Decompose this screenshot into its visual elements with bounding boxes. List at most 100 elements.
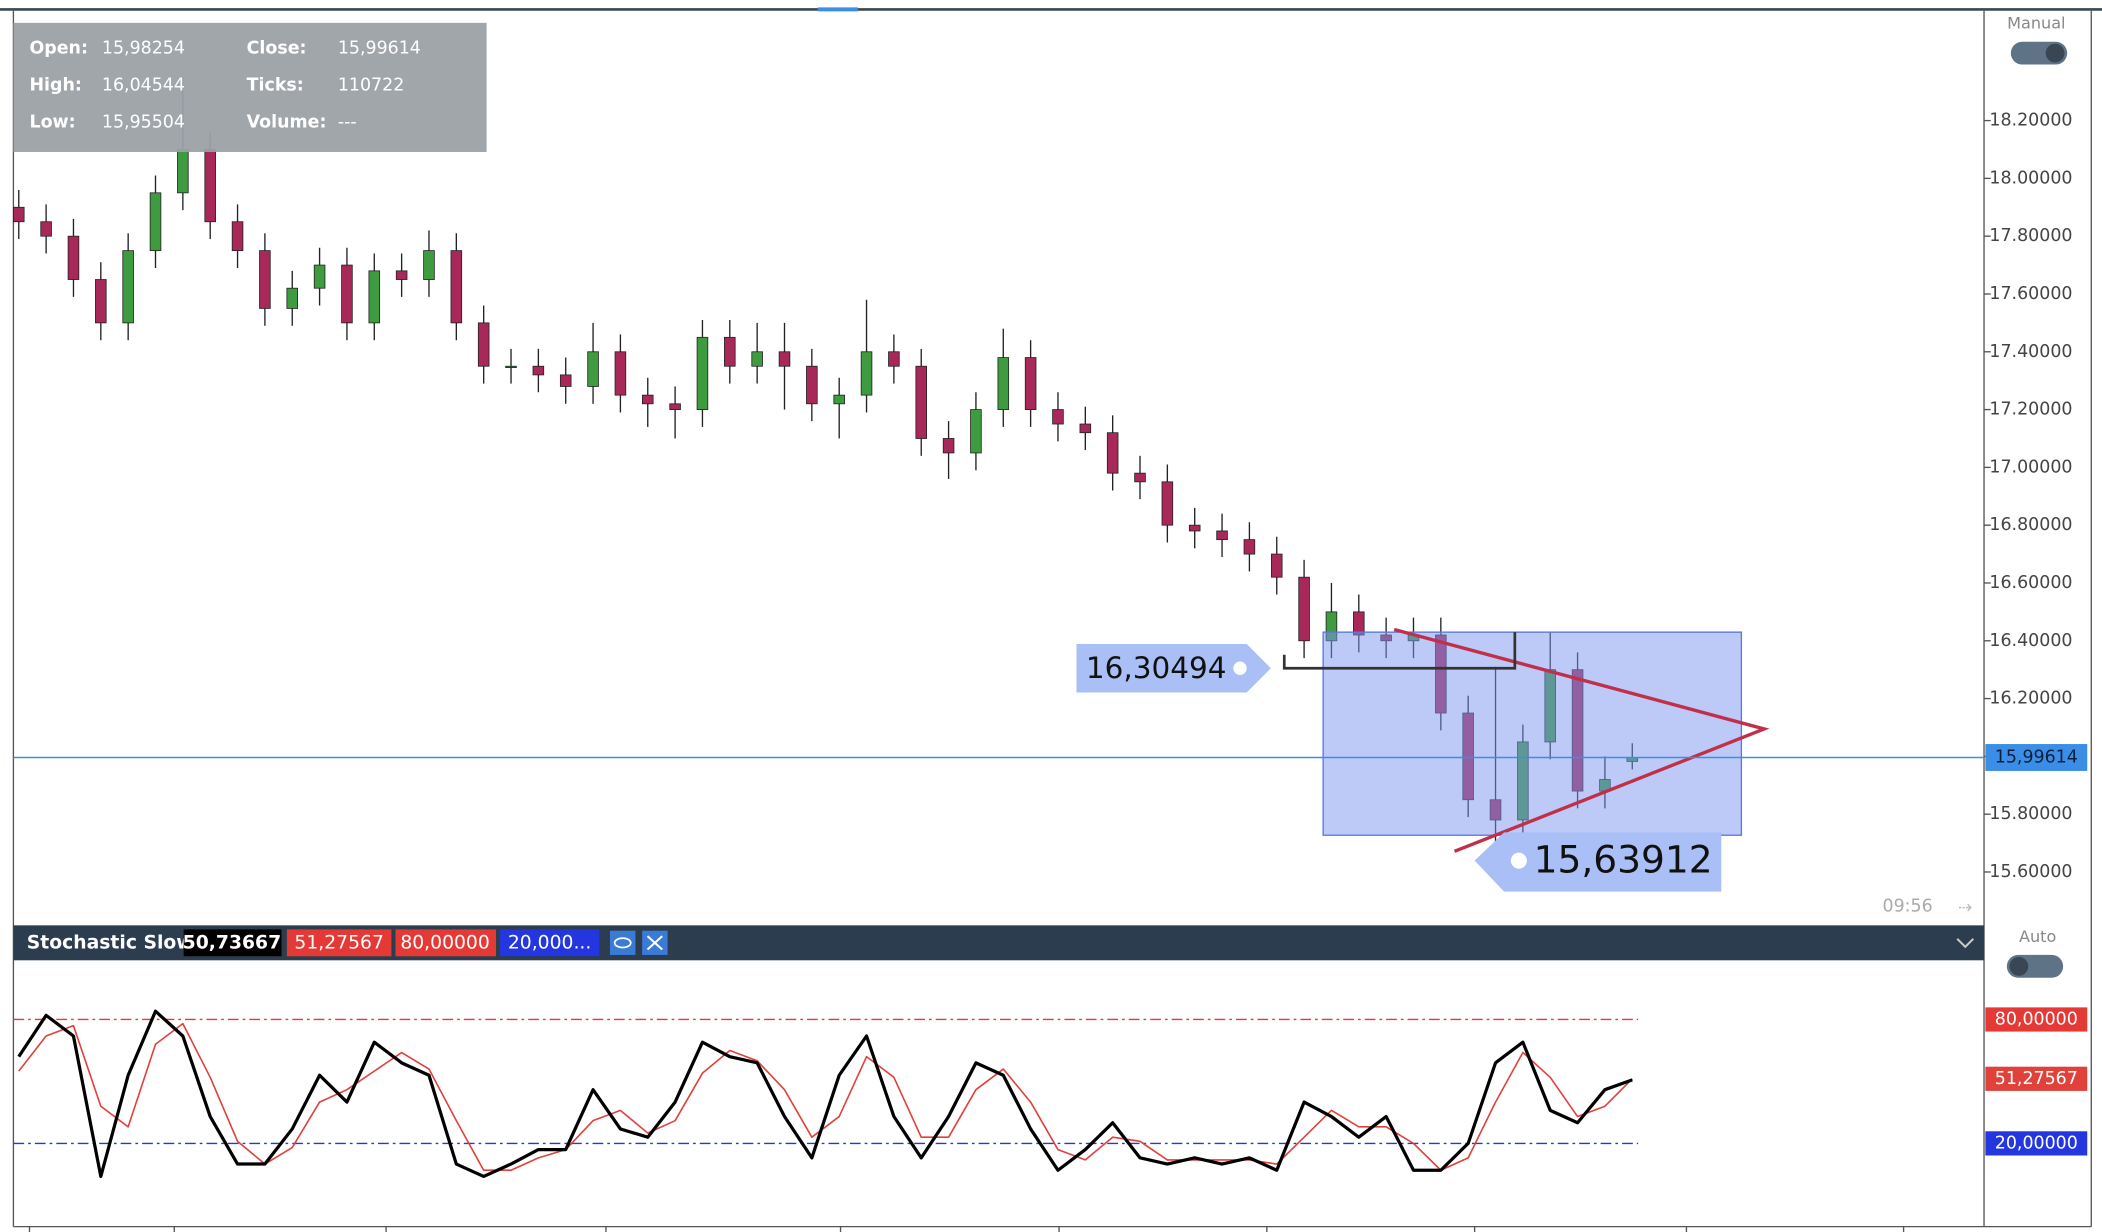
- candle-body: [970, 409, 982, 454]
- info-value: 110722: [338, 75, 404, 95]
- candle-body: [532, 365, 545, 376]
- candle-body: [286, 287, 299, 309]
- candle-body: [833, 394, 845, 405]
- candle-body: [1298, 576, 1310, 642]
- indicator-title: Stochastic Slow: [27, 932, 194, 953]
- toggle-knob: [2045, 43, 2065, 63]
- chip-text: 20,000...: [508, 932, 592, 953]
- candle-body: [1161, 481, 1174, 526]
- range-box[interactable]: [1322, 631, 1743, 836]
- info-label: Open:: [29, 38, 87, 58]
- stochastic: 80,00000 20,00000 51,27567: [13, 1007, 2088, 1179]
- candle-body: [1052, 409, 1064, 425]
- candle-body: [13, 206, 25, 223]
- tag-dot: [1233, 661, 1247, 675]
- candle-body: [505, 365, 517, 368]
- info-label: Volume:: [247, 112, 327, 132]
- candle-body: [559, 374, 572, 387]
- time-ticks: [28, 1226, 1905, 1232]
- level-line: [1282, 632, 1517, 670]
- candle-body: [1243, 539, 1256, 555]
- candle-body: [915, 365, 927, 439]
- annotation-label: 16,30494: [1086, 651, 1227, 685]
- info-value: 16,04544: [102, 75, 185, 95]
- info-label: High:: [29, 75, 81, 95]
- info-label: Ticks:: [247, 75, 304, 95]
- y-tick-label: 18.00000: [1989, 168, 2072, 188]
- chip-text: 80,00000: [400, 932, 489, 953]
- candle-body: [368, 270, 381, 324]
- candle-body: [1270, 553, 1283, 578]
- chip-text: 51,27567: [294, 932, 383, 953]
- y-tick-label: 15.80000: [1989, 804, 2072, 824]
- scroll-arrow[interactable]: ⇢: [1958, 898, 1973, 918]
- info-value: ---: [338, 112, 357, 132]
- candle-body: [888, 351, 900, 367]
- y-tick-label: 17.80000: [1989, 226, 2072, 246]
- info-value: 15,98254: [102, 38, 185, 58]
- value-tag: [1985, 1066, 2088, 1091]
- candle-body: [751, 351, 763, 367]
- candle-body: [1216, 530, 1228, 541]
- candle-body: [423, 250, 435, 280]
- annotation-tag: [1076, 644, 1271, 693]
- candle-body: [40, 221, 52, 237]
- chip-text: 50,73667: [183, 932, 281, 953]
- candle-body: [696, 336, 709, 410]
- y-tick-label: 16.60000: [1989, 573, 2072, 593]
- info-value: 15,99614: [338, 38, 421, 58]
- tag-dot: [1510, 852, 1527, 869]
- candle-body: [587, 351, 599, 387]
- y-tick-label: 17.60000: [1989, 284, 2072, 304]
- level-tag: [1985, 1007, 2088, 1032]
- candle-body: [1106, 432, 1119, 474]
- price-tag-text: 15,99614: [1995, 747, 2078, 767]
- overlay: 16,30494 15,63912: [1076, 632, 1722, 892]
- toggle-knob: [2009, 956, 2029, 976]
- info-label: Low:: [29, 112, 75, 132]
- mode-label: Manual: [2007, 14, 2065, 33]
- candle-body: [1188, 524, 1201, 532]
- candle-body: [997, 357, 1010, 410]
- chip: [286, 929, 392, 957]
- candle-body: [259, 250, 271, 309]
- candle-body: [724, 336, 736, 367]
- candle-body: [942, 438, 955, 454]
- candle-body: [1134, 472, 1146, 483]
- time-label: 09:56: [1883, 896, 1933, 916]
- annotation-tag: [1474, 832, 1722, 892]
- collapse-chevron[interactable]: [1956, 938, 1975, 949]
- level-tag-text: 80,00000: [1995, 1009, 2078, 1029]
- y-tick-label: 16.80000: [1989, 515, 2072, 535]
- candle-body: [860, 351, 873, 396]
- candle-body: [395, 270, 408, 280]
- close-icon: [646, 935, 663, 951]
- candle-body: [806, 365, 818, 405]
- value-tag-text: 51,27567: [1995, 1069, 2078, 1089]
- candle-body: [204, 149, 216, 223]
- info-box: [13, 22, 487, 152]
- chip: [395, 929, 497, 957]
- candle-body: [313, 264, 326, 289]
- candle-body: [67, 235, 80, 280]
- mode-label: Auto: [2019, 927, 2056, 946]
- stoch-line: [18, 1022, 1633, 1172]
- candle-body: [95, 279, 107, 324]
- chip: [183, 929, 282, 957]
- candle-body: [450, 250, 463, 324]
- triangle-drawing[interactable]: [1393, 627, 1770, 853]
- candle-body: [341, 264, 353, 324]
- y-tick-label: 17.00000: [1989, 457, 2072, 477]
- candle-body: [641, 394, 654, 405]
- eye-icon: [613, 937, 632, 949]
- candle-body: [122, 250, 134, 324]
- level-tag: [1985, 1131, 2088, 1156]
- y-tick-label: 16.20000: [1989, 689, 2072, 709]
- candle-body: [778, 351, 791, 367]
- candle-body: [1024, 357, 1037, 410]
- info-text: Open: 15,98254 Close: 15,99614 High: 16,04544…: [29, 38, 420, 132]
- candle-body: [231, 221, 244, 252]
